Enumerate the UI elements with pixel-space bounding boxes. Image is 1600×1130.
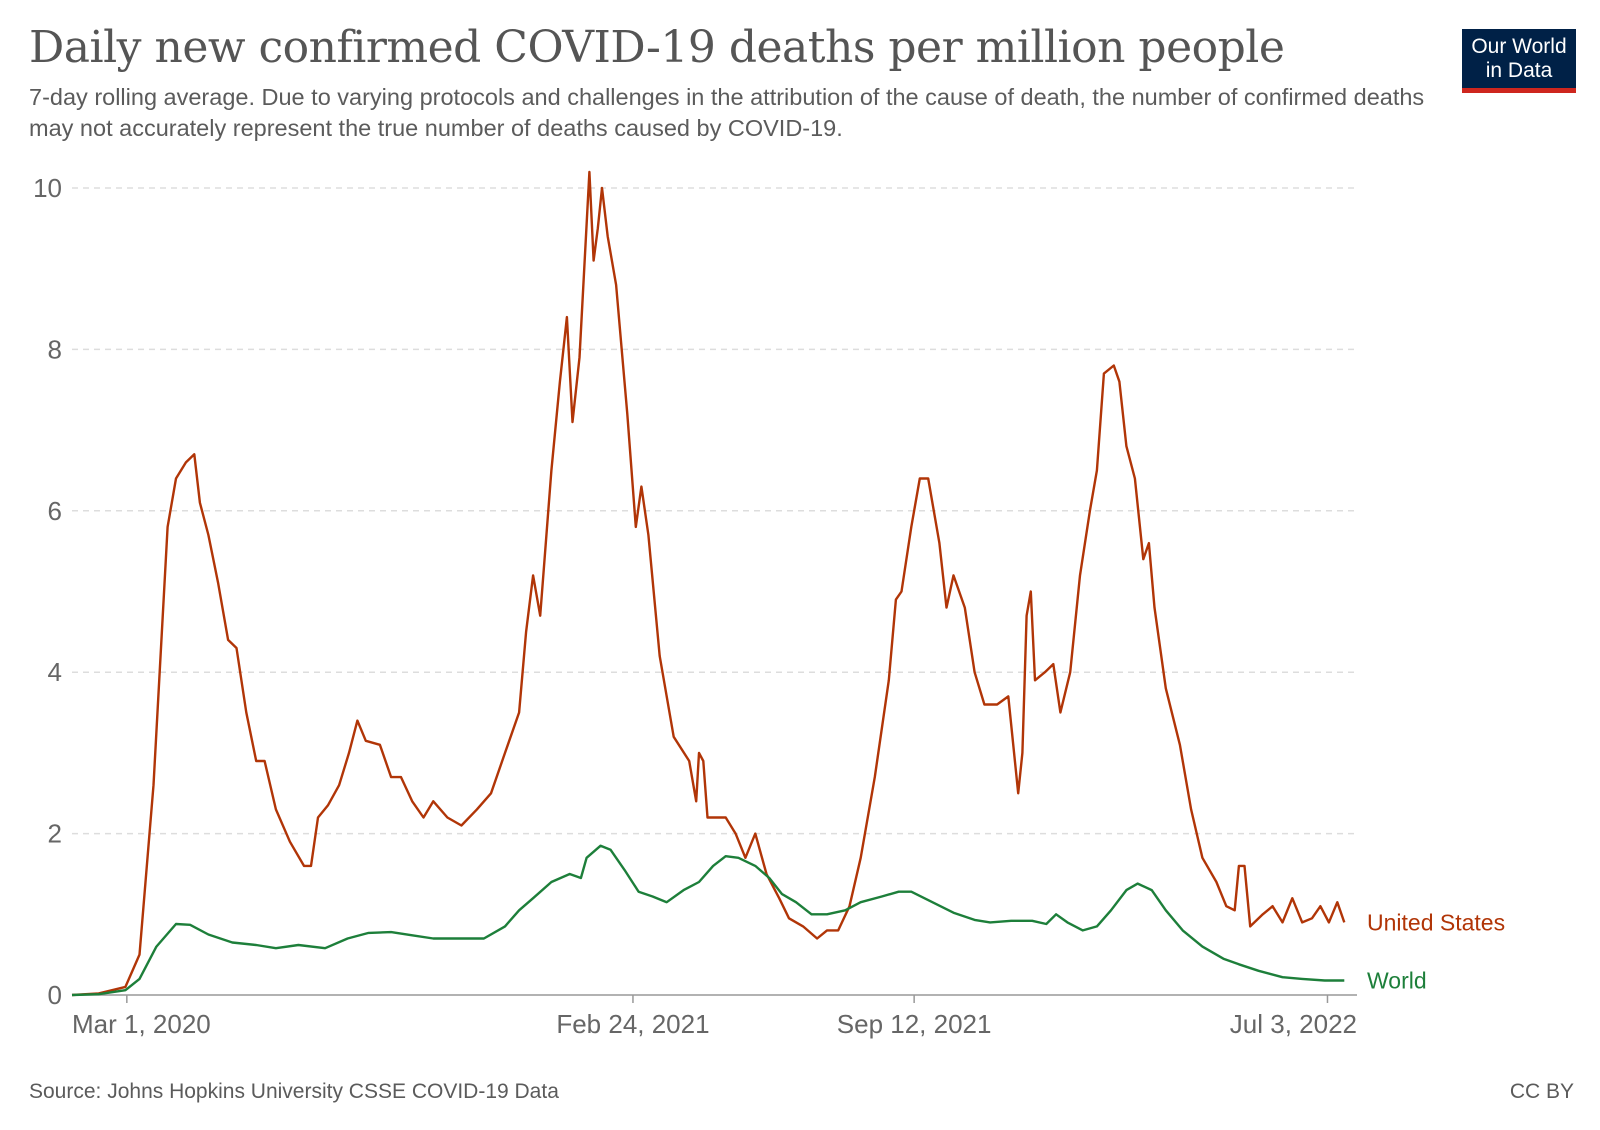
series-label-world[interactable]: World [1367, 967, 1427, 993]
y-axis: 0 2 4 6 8 10 [33, 173, 62, 1010]
chart-subtitle: 7-day rolling average. Due to varying pr… [29, 84, 1425, 141]
chart-title: Daily new confirmed COVID-19 deaths per … [29, 22, 1285, 73]
series-label-united-states[interactable]: United States [1367, 909, 1505, 935]
y-tick-label: 0 [48, 980, 62, 1010]
x-tick-label: Jul 3, 2022 [1230, 1009, 1357, 1039]
logo-line-1: Our World [1471, 35, 1567, 58]
x-axis: Mar 1, 2020 Feb 24, 2021 Sep 12, 2021 Jul 3… [72, 994, 1357, 1039]
series-line-united-states[interactable] [71, 170, 1346, 997]
license-link[interactable]: CC BY [1509, 1080, 1574, 1103]
x-tick-label: Mar 1, 2020 [72, 1009, 211, 1039]
line-chart: 0 2 4 6 8 10 Mar 1, 2020 Feb 24, 2021 Sep 12, 2… [33, 170, 1505, 1039]
source-note[interactable]: Source: Johns Hopkins University CSSE CO… [29, 1080, 559, 1103]
series-labels: United States World [1367, 909, 1505, 993]
y-tick-label: 8 [48, 334, 62, 364]
x-tick-label: Feb 24, 2021 [556, 1009, 709, 1039]
y-tick-label: 6 [48, 496, 62, 526]
y-tick-label: 10 [33, 173, 62, 203]
y-tick-label: 2 [48, 819, 62, 849]
owid-logo[interactable]: Our World in Data [1462, 29, 1576, 93]
y-tick-label: 4 [48, 657, 62, 687]
grid-layer [72, 187, 1357, 835]
series-line-world[interactable] [71, 844, 1345, 997]
x-tick-label: Sep 12, 2021 [837, 1009, 992, 1039]
series-layer [71, 170, 1346, 997]
logo-line-2: in Data [1485, 59, 1553, 82]
